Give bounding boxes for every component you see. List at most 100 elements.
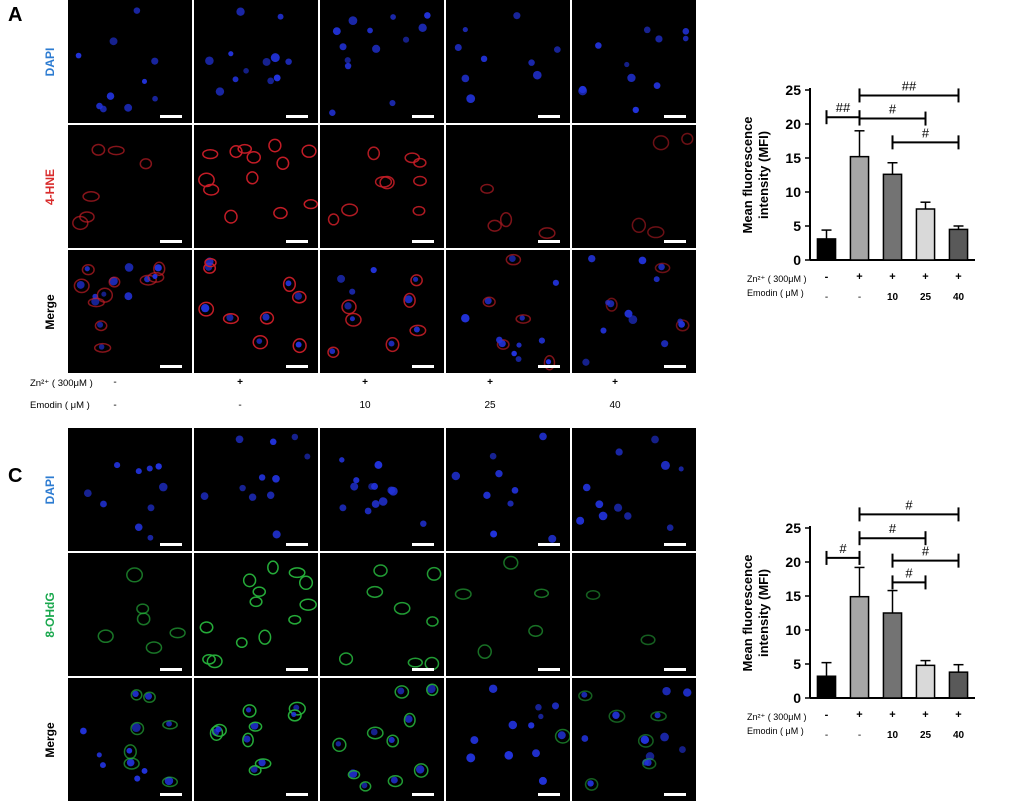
zn-value-a-1: - [113,377,117,388]
micrograph-a-r3-c2 [194,250,318,373]
scale-bar [538,793,560,796]
emodin-value-2: - [858,292,861,303]
zn-value-4: + [922,709,928,721]
row-label-c-2: 8-OHdG [43,592,57,638]
sig-label-3: # [889,102,897,117]
emodin-value-5: 40 [953,292,965,303]
sig-label-3: # [889,521,897,536]
bar-1 [816,238,837,261]
scale-bar [538,668,560,671]
micrograph-c-r2-c3 [320,553,444,676]
scale-bar [538,115,560,118]
emodin-value-5: 40 [953,730,965,741]
micrograph-a-r1-c1 [68,0,192,123]
scale-bar [412,240,434,243]
y-tick-label: 10 [785,184,801,200]
micrograph-a-r3-c3 [320,250,444,373]
micrograph-a-r1-c4 [446,0,570,123]
micrograph-a-r3-c4 [446,250,570,373]
sig-label-1: ## [836,100,851,115]
scale-bar [412,115,434,118]
micrograph-a-r1-c5 [572,0,696,123]
zn-value-4: + [922,271,928,283]
scale-bar [286,793,308,796]
scale-bar [286,668,308,671]
emodin-condition-label: Emodin ( μM ) [747,288,804,298]
panel-letter-c: C [8,465,23,487]
zn-value-a-2: + [237,377,243,388]
emodin-value-a-1: - [113,400,117,411]
zn-condition-label-a: Zn²⁺ ( 300μM ) [30,378,93,389]
scale-bar [160,668,182,671]
y-axis-label: Mean fluorescence [740,116,755,233]
micrograph-c-r3-c1 [68,678,192,801]
zn-value-1: - [825,271,829,283]
y-tick-label: 15 [785,150,801,166]
micrograph-a-r1-c2 [194,0,318,123]
scale-bar [538,240,560,243]
micrograph-c-r2-c4 [446,553,570,676]
micrograph-c-r1-c5 [572,428,696,551]
emodin-value-a-3: 10 [359,400,371,411]
scale-bar [160,793,182,796]
micrograph-a-r1-c3 [320,0,444,123]
sig-label-2: # [905,497,913,512]
bar-3 [882,612,903,699]
scale-bar [286,543,308,546]
y-tick-label: 0 [793,690,801,706]
scale-bar [664,240,686,243]
zn-value-3: + [889,271,895,283]
zn-condition-label: Zn²⁺ ( 300μM ) [747,712,806,722]
micrograph-c-r3-c2 [194,678,318,801]
micrograph-c-r1-c3 [320,428,444,551]
y-tick-label: 5 [793,218,801,234]
emodin-value-4: 25 [920,730,932,741]
y-tick-label: 25 [785,520,801,536]
zn-value-3: + [889,709,895,721]
emodin-value-1: - [825,292,828,303]
scale-bar [160,365,182,368]
emodin-value-a-5: 40 [609,400,621,411]
micrograph-c-r3-c4 [446,678,570,801]
zn-value-2: + [856,709,862,721]
micrograph-c-r1-c1 [68,428,192,551]
bar-2 [849,155,870,261]
micrograph-a-r2-c4 [446,125,570,248]
y-tick-label: 25 [785,82,801,98]
emodin-value-4: 25 [920,292,932,303]
zn-value-a-3: + [362,377,368,388]
scale-bar [664,115,686,118]
micrograph-c-r3-c5 [572,678,696,801]
bar-3 [882,173,903,261]
micrograph-c-r1-c4 [446,428,570,551]
scale-bar [286,365,308,368]
sig-label-5: # [905,565,913,580]
scale-bar [538,543,560,546]
emodin-value-3: 10 [887,730,899,741]
y-axis-label: Mean fluorescence [740,554,755,671]
emodin-value-a-4: 25 [484,400,496,411]
scale-bar [412,793,434,796]
zn-value-a-5: + [612,377,618,388]
bar-5 [948,228,969,261]
row-label-c-3: Merge [43,722,57,758]
panel-letter-a: A [8,4,23,26]
emodin-condition-label-a: Emodin ( μM ) [30,400,90,411]
bar-5 [948,671,969,699]
bar-4 [915,664,936,699]
micrograph-a-r2-c2 [194,125,318,248]
micrograph-a-r2-c1 [68,125,192,248]
scale-bar [160,240,182,243]
y-tick-label: 20 [785,116,801,132]
micrograph-c-r2-c2 [194,553,318,676]
y-tick-label: 15 [785,588,801,604]
scale-bar [412,365,434,368]
scale-bar [286,115,308,118]
y-tick-label: 5 [793,656,801,672]
micrograph-c-r3-c3 [320,678,444,801]
scale-bar [664,543,686,546]
micrograph-grid-c [68,428,696,801]
y-axis-label: intensity (MFI) [756,131,771,219]
emodin-value-a-2: - [238,400,242,411]
zn-value-a-4: + [487,377,493,388]
